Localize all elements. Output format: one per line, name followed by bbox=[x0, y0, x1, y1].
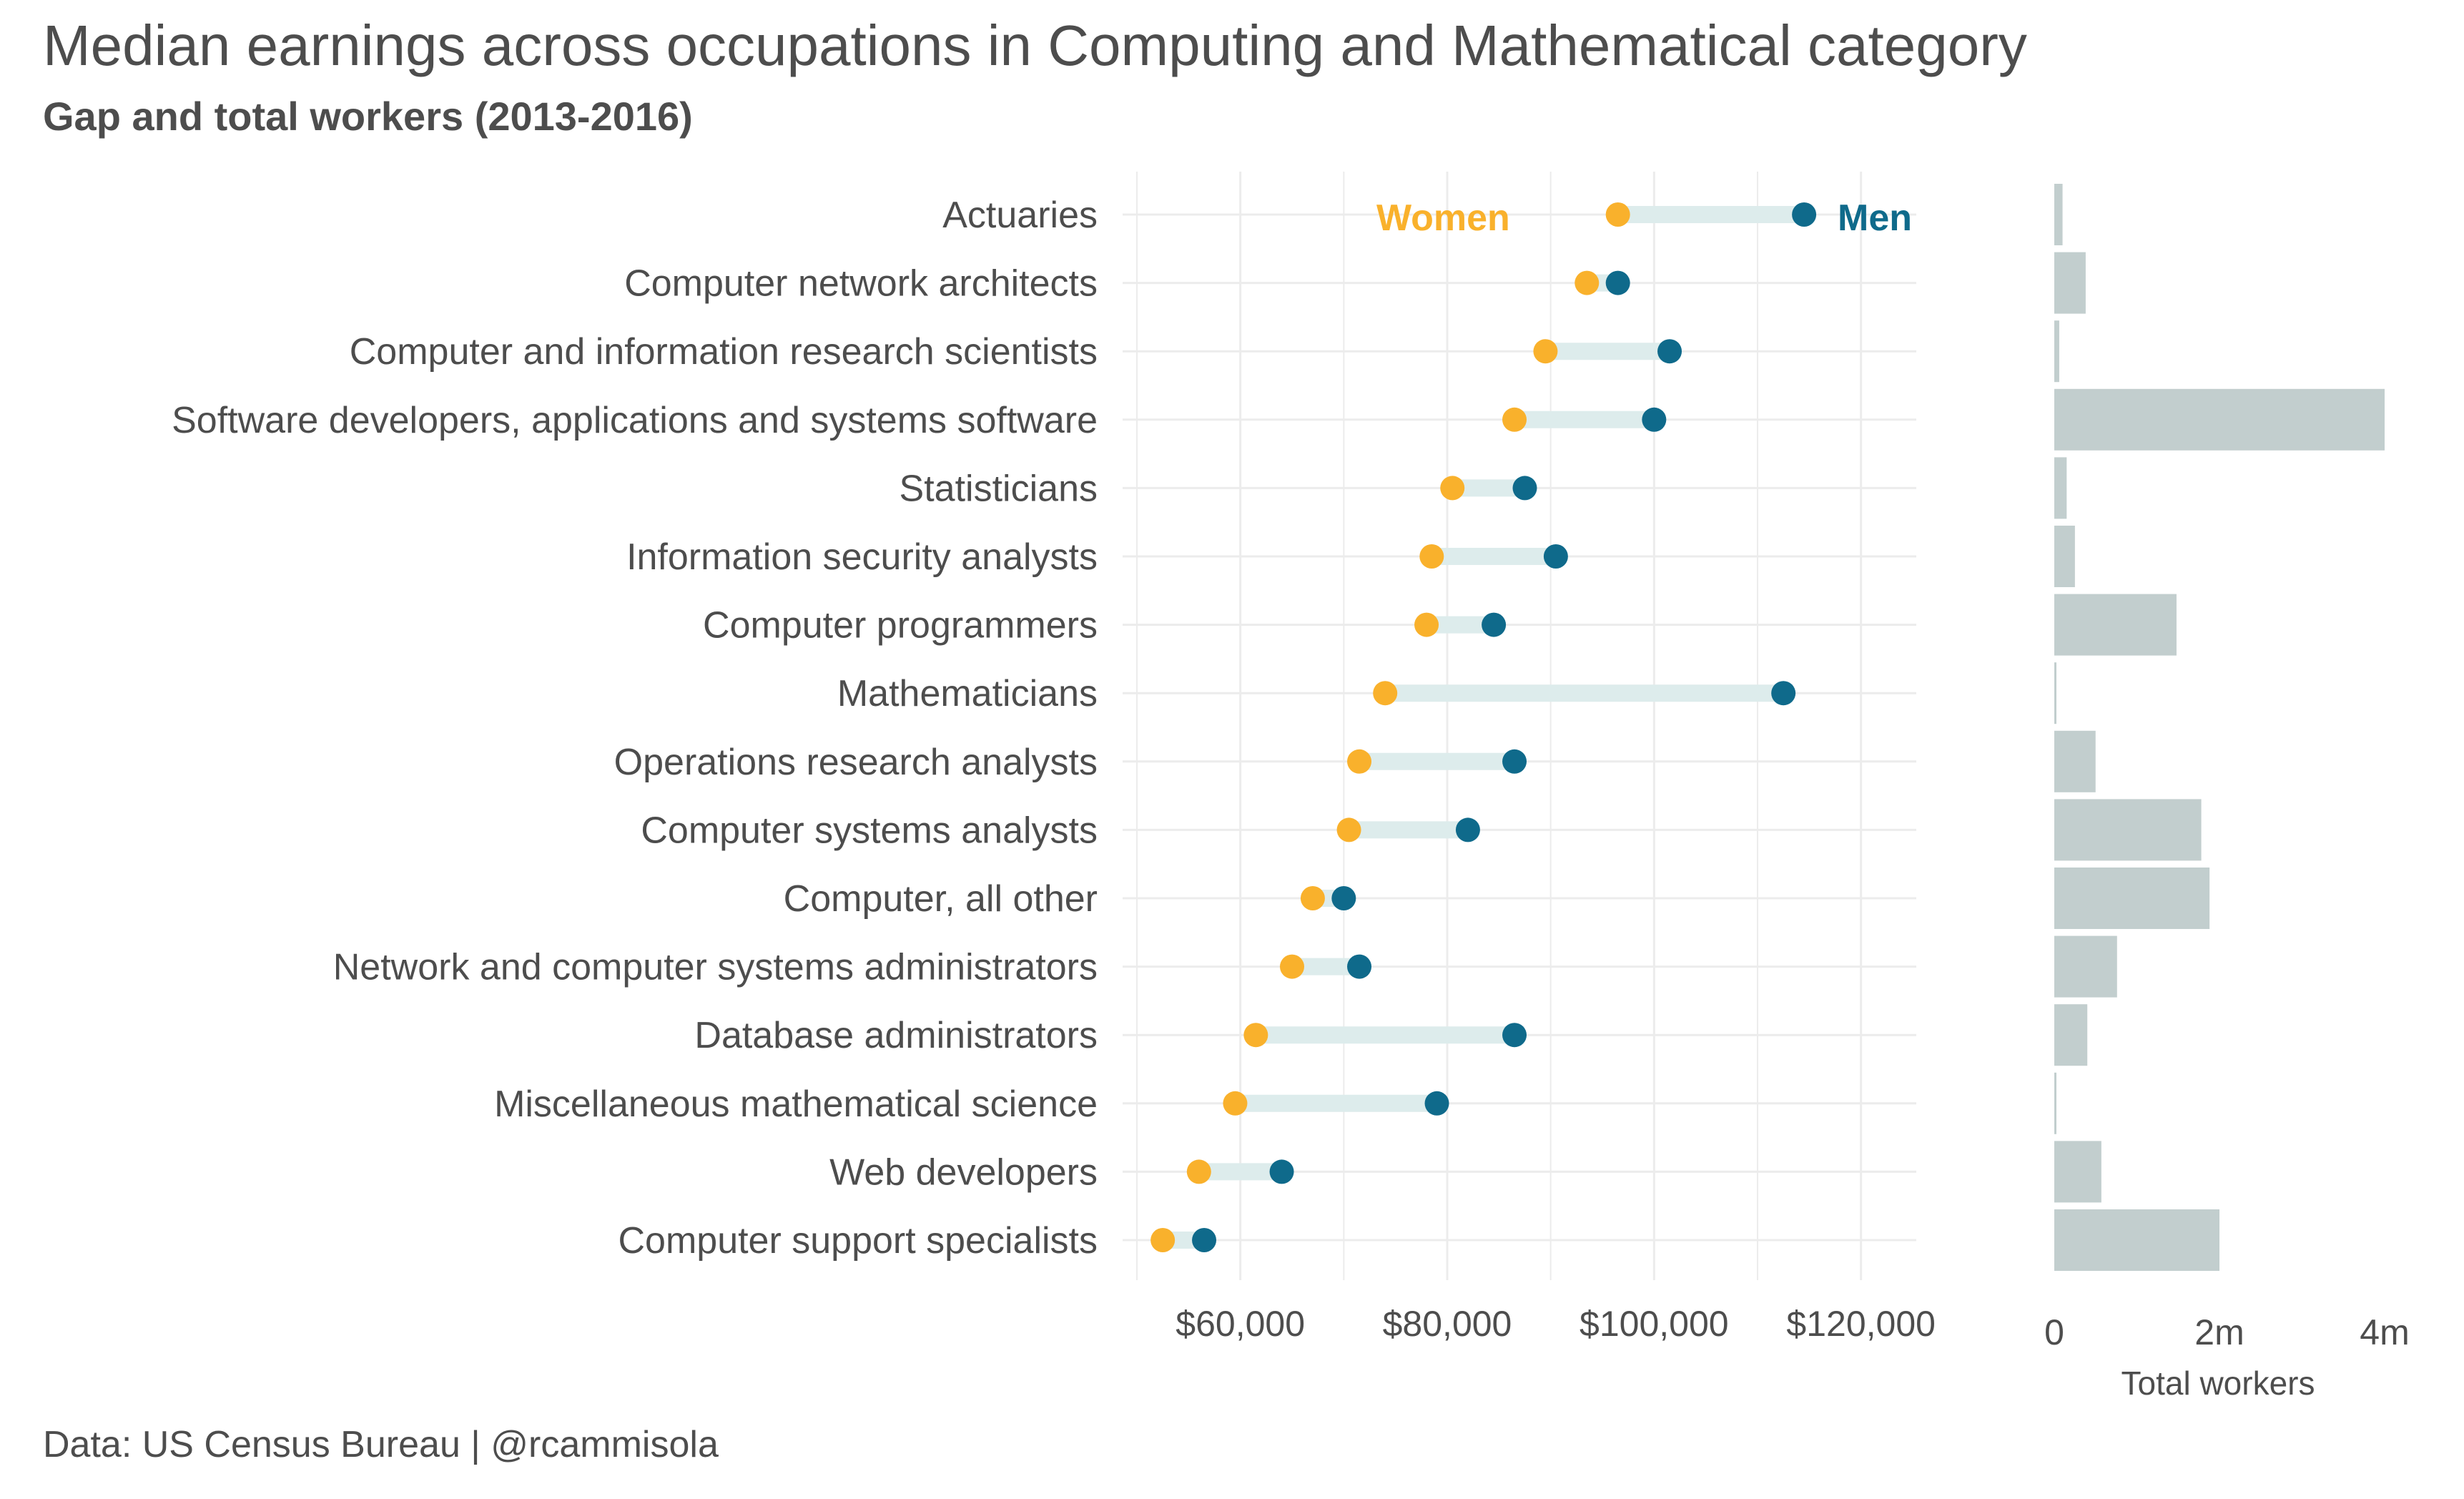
workers-bar bbox=[2054, 184, 2063, 245]
men-dot bbox=[1482, 612, 1507, 637]
workers-bar bbox=[2054, 1141, 2101, 1203]
category-label: Actuaries bbox=[942, 195, 1098, 236]
category-label: Information security analysts bbox=[626, 536, 1098, 578]
earnings-tick-label: $120,000 bbox=[1786, 1304, 1936, 1344]
workers-bar bbox=[2054, 662, 2056, 724]
women-dot bbox=[1300, 886, 1325, 910]
men-dot bbox=[1792, 202, 1817, 227]
men-dot bbox=[1455, 817, 1480, 842]
workers-bar bbox=[2054, 935, 2117, 998]
earnings-tick-label: $100,000 bbox=[1580, 1304, 1729, 1344]
men-dot bbox=[1543, 544, 1568, 569]
workers-axis-title: Total workers bbox=[2121, 1365, 2315, 1402]
women-dot bbox=[1533, 339, 1558, 364]
men-dot bbox=[1192, 1228, 1217, 1252]
women-dot bbox=[1223, 1091, 1248, 1116]
women-dot bbox=[1186, 1159, 1211, 1184]
workers-bar bbox=[2054, 1209, 2219, 1271]
chart-title: Median earnings across occupations in Co… bbox=[43, 14, 2027, 77]
women-dot bbox=[1502, 407, 1527, 432]
category-label: Computer, all other bbox=[784, 878, 1098, 920]
workers-bar bbox=[2054, 799, 2202, 861]
men-dot bbox=[1512, 476, 1537, 501]
category-label: Web developers bbox=[829, 1151, 1098, 1193]
men-dot bbox=[1657, 339, 1682, 364]
category-label: Miscellaneous mathematical science bbox=[494, 1083, 1098, 1125]
category-label: Computer and information research scient… bbox=[350, 331, 1098, 373]
workers-bar bbox=[2054, 868, 2210, 929]
category-label: Software developers, applications and sy… bbox=[172, 400, 1098, 441]
women-dot bbox=[1373, 681, 1398, 706]
women-dot bbox=[1280, 954, 1304, 979]
women-dot bbox=[1336, 817, 1361, 842]
men-dot bbox=[1424, 1091, 1449, 1116]
workers-bar bbox=[2054, 730, 2096, 792]
grid-lines bbox=[1123, 172, 1916, 1280]
earnings-axis-ticks: $60,000 $80,000 $100,000 $120,000 bbox=[1176, 1304, 1936, 1344]
men-dot bbox=[1331, 886, 1356, 910]
workers-bar bbox=[2054, 1072, 2056, 1134]
women-dot bbox=[1150, 1228, 1176, 1252]
women-dot bbox=[1419, 544, 1444, 569]
workers-tick-label: 2m bbox=[2194, 1312, 2244, 1352]
women-dot bbox=[1575, 270, 1600, 295]
category-label: Operations research analysts bbox=[614, 742, 1098, 783]
category-label: Database administrators bbox=[694, 1015, 1098, 1056]
category-label: Mathematicians bbox=[837, 673, 1098, 714]
women-dot bbox=[1243, 1023, 1268, 1048]
workers-axis-ticks: 0 2m 4m bbox=[2044, 1312, 2410, 1352]
category-label: Network and computer systems administrat… bbox=[333, 947, 1098, 988]
workers-bar bbox=[2054, 388, 2385, 451]
workers-bar bbox=[2054, 457, 2067, 519]
men-dot bbox=[1502, 749, 1527, 774]
category-label: Computer network architects bbox=[624, 263, 1098, 305]
men-dot bbox=[1347, 954, 1372, 979]
category-labels: Actuaries Computer network architects Comp… bbox=[172, 195, 1098, 1262]
men-dot bbox=[1269, 1159, 1294, 1184]
legend-women-label: Women bbox=[1376, 197, 1510, 239]
earnings-tick-label: $80,000 bbox=[1383, 1304, 1512, 1344]
chart-subtitle: Gap and total workers (2013-2016) bbox=[43, 94, 693, 139]
women-dot bbox=[1605, 202, 1630, 227]
earnings-dots bbox=[1150, 202, 1817, 1252]
workers-bar bbox=[2054, 252, 2086, 314]
workers-bar bbox=[2054, 526, 2075, 587]
men-dot bbox=[1502, 1023, 1527, 1048]
workers-bar bbox=[2054, 594, 2177, 656]
category-label: Statisticians bbox=[900, 468, 1098, 509]
men-dot bbox=[1605, 270, 1630, 295]
earnings-tick-label: $60,000 bbox=[1176, 1304, 1305, 1344]
workers-tick-label: 4m bbox=[2360, 1312, 2409, 1352]
category-label: Computer programmers bbox=[703, 605, 1098, 647]
women-dot bbox=[1440, 476, 1465, 501]
category-label: Computer systems analysts bbox=[641, 810, 1098, 851]
men-dot bbox=[1771, 681, 1796, 706]
women-dot bbox=[1414, 612, 1439, 637]
women-dot bbox=[1347, 749, 1372, 774]
men-dot bbox=[1642, 407, 1667, 432]
worker-bars bbox=[2054, 184, 2385, 1271]
legend-men-label: Men bbox=[1838, 197, 1912, 239]
workers-bar bbox=[2054, 1004, 2088, 1066]
category-label: Computer support specialists bbox=[618, 1220, 1098, 1262]
gap-segments bbox=[1163, 206, 1805, 1249]
workers-tick-label: 0 bbox=[2044, 1312, 2064, 1352]
data-source-caption: Data: US Census Bureau | @rcammisola bbox=[43, 1424, 719, 1465]
workers-bar bbox=[2054, 320, 2059, 383]
